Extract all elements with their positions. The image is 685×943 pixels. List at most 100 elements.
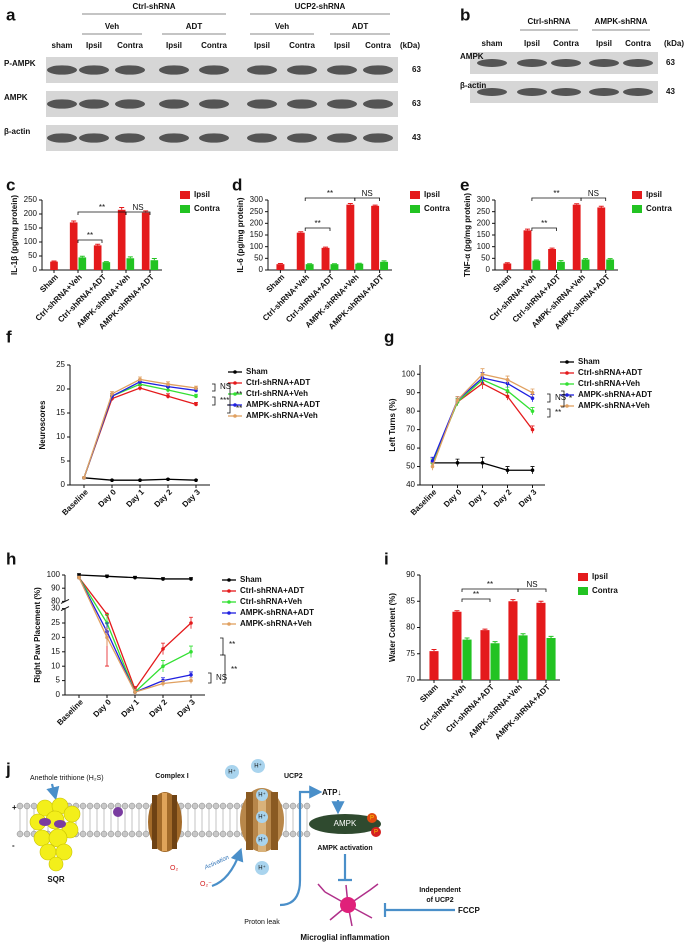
y-tick-label: 80 [51, 597, 60, 606]
significance-label: ** [555, 408, 561, 417]
bar [490, 643, 500, 680]
point [530, 427, 535, 432]
x-tick-label: AMPK-shRNA+Veh [467, 682, 524, 739]
significance-bracket [125, 211, 151, 215]
y-tick-label: 200 [250, 218, 264, 227]
lipid-head [93, 830, 101, 838]
panel-label: i [384, 549, 389, 568]
legend-label: Ctrl-shRNA+Veh [246, 389, 308, 398]
y-tick-label: 0 [61, 480, 66, 489]
error-bar [558, 260, 564, 262]
proton-label: H⁺ [254, 763, 262, 770]
lipid-head [16, 802, 24, 810]
y-tick-label: 10 [51, 661, 60, 670]
inhibition [338, 854, 352, 882]
point [194, 402, 198, 407]
legend-swatch [410, 205, 420, 213]
band [623, 59, 653, 67]
y-tick-label: 100 [402, 369, 416, 378]
lane-label: Ipsil [596, 39, 612, 48]
row-label: AMPK [4, 93, 28, 102]
bar [546, 638, 556, 680]
point [480, 372, 485, 377]
x-tick-label: Baseline [409, 487, 439, 517]
y-tick-label: 5 [56, 676, 61, 685]
y-tick-label: 150 [477, 230, 491, 239]
point [505, 394, 510, 399]
lane-label: Contra [117, 41, 143, 50]
protein-label: AMPK [334, 819, 357, 828]
subgroup-label: ADT [352, 22, 369, 31]
microglia [317, 883, 379, 927]
band [327, 65, 357, 75]
bar [117, 209, 126, 270]
group-label: Ctrl-shRNA [132, 2, 175, 11]
significance-label: ** [231, 665, 237, 674]
y-axis-label: IL-1β (pg/mg protein) [10, 195, 19, 275]
bar [452, 611, 462, 680]
legend-swatch [632, 205, 642, 213]
point [166, 394, 170, 399]
point [189, 673, 193, 677]
bar [78, 257, 87, 270]
bar [557, 261, 565, 270]
kda-label: 63 [412, 65, 421, 74]
significance-label: ** [314, 219, 320, 228]
group-label: Ctrl-shRNA [527, 17, 570, 26]
bar [150, 260, 159, 270]
error-bar [347, 203, 353, 205]
point [189, 621, 193, 625]
point [530, 390, 535, 395]
error-bar [510, 599, 516, 602]
significance-bracket [212, 383, 216, 392]
lipid-head [219, 802, 227, 810]
legend-marker [565, 360, 569, 364]
lipid-head [226, 830, 234, 838]
lipid-head [289, 802, 297, 810]
band [589, 59, 619, 67]
lane-label: Ipsil [166, 41, 182, 50]
lipid-head [142, 802, 150, 810]
y-tick-label: 0 [486, 265, 491, 274]
legend-label: Ipsil [646, 190, 662, 199]
bar [355, 263, 364, 270]
inhibition [383, 903, 455, 917]
band [115, 65, 145, 75]
error-bar [598, 205, 604, 208]
legend-marker [233, 414, 237, 418]
bar [548, 249, 556, 270]
band [287, 65, 317, 75]
legend-label: Ctrl-shRNA+Veh [578, 379, 640, 388]
band [47, 99, 77, 109]
point [455, 461, 460, 465]
lipid-head [233, 830, 241, 838]
significance-bracket [461, 598, 491, 602]
point [530, 409, 535, 413]
bar [296, 232, 305, 270]
band [159, 99, 189, 109]
y-tick-label: 20 [56, 384, 65, 393]
legend-marker [565, 371, 569, 375]
lipid-head [114, 830, 122, 838]
lane-label: sham [52, 41, 73, 50]
error-bar [95, 243, 101, 246]
y-tick-label: 30 [51, 604, 60, 613]
band [79, 65, 109, 75]
band [247, 133, 277, 143]
point [194, 478, 198, 483]
lipid-head [191, 802, 199, 810]
y-tick-label: 90 [406, 570, 415, 579]
y-tick-label: 50 [481, 253, 490, 262]
band [363, 99, 393, 109]
significance-label: NS [588, 189, 599, 198]
point [455, 398, 460, 402]
significance-bracket [517, 588, 547, 592]
drug-label: FCCP [458, 906, 480, 915]
y-tick-label: 25 [51, 618, 60, 627]
band [551, 59, 581, 67]
lipid-head [212, 802, 220, 810]
y-tick-label: 0 [259, 265, 264, 274]
lipid-head [23, 830, 31, 838]
panel-label: c [6, 175, 15, 194]
sign: - [12, 841, 15, 850]
